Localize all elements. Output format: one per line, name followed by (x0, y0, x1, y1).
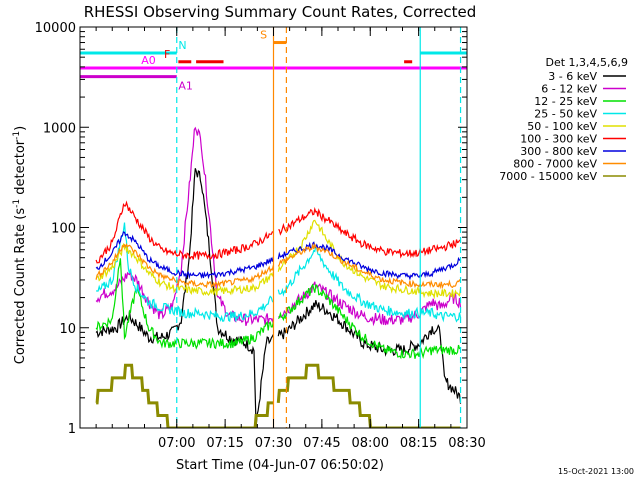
y-axis-label: Corrected Count Rate (s-1 detector-1) (12, 126, 28, 364)
flag-label-F: F (164, 48, 170, 61)
y-tick-label: 10000 (35, 21, 76, 36)
y-tick-label: 1 (68, 422, 76, 437)
y-axis-label-close: ) (13, 126, 28, 131)
series-line-800-7000keV (95, 242, 462, 290)
series-line-6-12keV (95, 126, 462, 327)
series-line-7000-15000keV (95, 363, 461, 428)
x-axis-label: Start Time (04-Jun-07 06:50:02) (176, 458, 384, 473)
legend-label: 6 - 12 keV (541, 83, 597, 96)
x-tick-label: 08:00 (352, 436, 389, 451)
y-axis-label-tail: detector (13, 139, 28, 199)
flag-label-A1: A1 (178, 80, 193, 93)
flag-label-N: N (178, 39, 186, 52)
x-tick-label: 07:30 (255, 436, 292, 451)
series-line-100-300keV (95, 200, 461, 264)
legend-label: 100 - 300 keV (520, 133, 597, 146)
y-axis-label-main: Corrected Count Rate (s (13, 208, 28, 365)
legend-label: 25 - 50 keV (534, 108, 597, 121)
x-axis: 07:00 07:15 07:30 07:45 08:00 08:15 08:30 (95, 27, 486, 451)
y-tick-label: 10 (59, 322, 76, 337)
legend-label: 3 - 6 keV (548, 70, 597, 83)
x-tick-label: 08:30 (448, 436, 485, 451)
footer-date: 15-Oct-2021 13:00 (558, 467, 634, 476)
legend-label: 7000 - 15000 keV (499, 170, 597, 183)
flag-label-S: S (260, 29, 267, 42)
y-axis-label-exp: -1 (12, 199, 22, 208)
x-tick-label: 07:00 (158, 436, 195, 451)
y-axis-label-exp2: -1 (12, 131, 22, 140)
legend-label: 50 - 100 keV (527, 120, 597, 133)
x-tick-label: 07:15 (206, 436, 243, 451)
legend-label: 300 - 800 keV (520, 145, 597, 158)
series-line-25-50keV (96, 222, 462, 323)
series-line-12-25keV (95, 258, 461, 360)
x-tick-label: 08:15 (400, 436, 437, 451)
x-tick-label: 07:45 (303, 436, 340, 451)
flag-label-A0: A0 (141, 54, 156, 67)
series-line-3-6keV (95, 168, 462, 428)
y-tick-label: 100 (51, 222, 76, 237)
series-group (95, 126, 462, 428)
chart-title: RHESSI Observing Summary Count Rates, Co… (84, 3, 477, 21)
legend-title: Det 1,3,4,5,6,9 (545, 56, 628, 69)
y-axis: 1 10 100 1000 10000 (35, 21, 467, 437)
y-tick-label: 1000 (43, 121, 76, 136)
legend-label: 800 - 7000 keV (513, 158, 597, 171)
legend-label: 12 - 25 keV (534, 95, 597, 108)
